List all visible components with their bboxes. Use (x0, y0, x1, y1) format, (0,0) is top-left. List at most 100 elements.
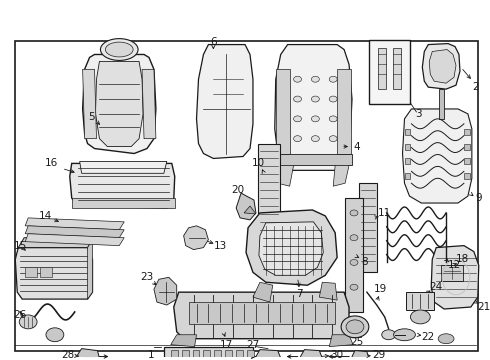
Polygon shape (83, 54, 156, 153)
Polygon shape (154, 277, 177, 305)
Polygon shape (278, 165, 294, 186)
Polygon shape (96, 62, 143, 147)
Bar (407, 292, 434, 310)
Text: 12: 12 (447, 260, 461, 270)
Polygon shape (196, 45, 253, 158)
Bar (182, 350, 189, 360)
Polygon shape (256, 350, 282, 360)
Polygon shape (319, 282, 337, 300)
Ellipse shape (329, 76, 337, 82)
Text: 4: 4 (354, 141, 360, 152)
Polygon shape (422, 44, 460, 89)
Polygon shape (174, 292, 349, 339)
Text: 13: 13 (214, 240, 227, 251)
Bar (345, 198, 363, 312)
Bar (337, 69, 351, 153)
Polygon shape (25, 234, 124, 246)
Ellipse shape (350, 210, 358, 216)
Polygon shape (80, 161, 167, 173)
Bar (464, 158, 470, 165)
Ellipse shape (350, 235, 358, 241)
Bar (193, 350, 199, 360)
Polygon shape (300, 350, 323, 360)
Ellipse shape (382, 330, 395, 340)
Text: 24: 24 (430, 282, 443, 292)
Ellipse shape (329, 136, 337, 141)
Ellipse shape (350, 260, 358, 265)
Polygon shape (25, 226, 124, 238)
Polygon shape (236, 193, 256, 220)
Polygon shape (246, 210, 337, 285)
Text: 5: 5 (88, 112, 95, 122)
Text: 1: 1 (147, 350, 154, 360)
Ellipse shape (294, 136, 301, 141)
Text: 16: 16 (45, 158, 58, 168)
Polygon shape (25, 218, 124, 230)
Ellipse shape (329, 96, 337, 102)
Polygon shape (431, 246, 479, 309)
Polygon shape (329, 335, 353, 347)
Text: 20: 20 (232, 185, 245, 195)
Ellipse shape (341, 316, 369, 338)
Bar (225, 350, 232, 360)
Polygon shape (429, 50, 456, 83)
Bar (25, 267, 37, 277)
Ellipse shape (393, 329, 416, 341)
Bar (405, 158, 411, 165)
Bar (214, 350, 221, 360)
Bar (441, 265, 463, 281)
Polygon shape (78, 348, 99, 360)
Bar (405, 144, 411, 149)
Text: 25: 25 (350, 337, 364, 347)
Text: 2: 2 (472, 82, 479, 92)
Ellipse shape (19, 315, 37, 329)
Polygon shape (15, 248, 93, 299)
Polygon shape (72, 198, 175, 208)
Polygon shape (352, 351, 369, 360)
Text: 29: 29 (372, 350, 385, 360)
Text: 27: 27 (246, 339, 260, 350)
Polygon shape (171, 335, 196, 347)
Text: 19: 19 (374, 284, 388, 294)
Polygon shape (184, 226, 208, 249)
Bar (236, 350, 243, 360)
Bar (15, 41, 478, 351)
Bar (258, 144, 280, 238)
Ellipse shape (312, 96, 319, 102)
Text: 23: 23 (140, 272, 154, 282)
Text: 7: 7 (296, 289, 303, 299)
Polygon shape (83, 69, 97, 139)
Polygon shape (70, 163, 175, 208)
Bar (369, 40, 411, 104)
Bar (247, 350, 254, 360)
Bar (203, 350, 210, 360)
Text: 14: 14 (38, 211, 51, 221)
Bar (405, 129, 411, 135)
Text: 17: 17 (220, 339, 233, 350)
Bar (464, 144, 470, 149)
Text: 3: 3 (415, 109, 422, 119)
Ellipse shape (346, 320, 364, 334)
Bar (392, 48, 400, 89)
Ellipse shape (294, 96, 301, 102)
Bar (171, 350, 178, 360)
Text: 15: 15 (14, 240, 27, 251)
Ellipse shape (438, 334, 454, 344)
Ellipse shape (312, 76, 319, 82)
Ellipse shape (294, 116, 301, 122)
Bar (359, 183, 377, 273)
Bar (278, 153, 352, 165)
Bar (439, 89, 444, 119)
Ellipse shape (312, 116, 319, 122)
Text: 18: 18 (456, 255, 469, 265)
Polygon shape (244, 206, 256, 214)
Polygon shape (18, 238, 93, 248)
Bar (276, 69, 290, 153)
Ellipse shape (350, 284, 358, 290)
Text: 10: 10 (251, 158, 265, 168)
Polygon shape (259, 222, 323, 275)
Bar (40, 267, 52, 277)
Text: 8: 8 (362, 257, 368, 267)
Ellipse shape (312, 136, 319, 141)
Ellipse shape (105, 42, 133, 57)
